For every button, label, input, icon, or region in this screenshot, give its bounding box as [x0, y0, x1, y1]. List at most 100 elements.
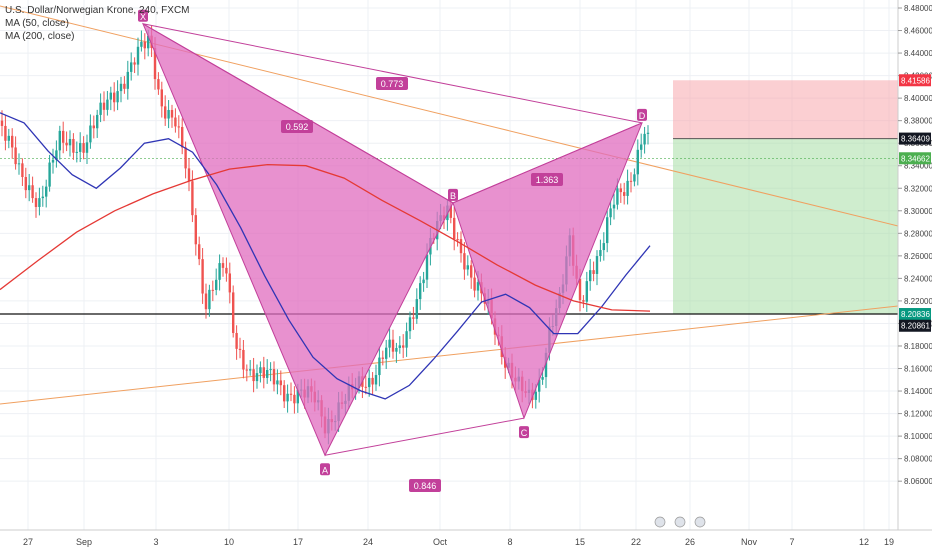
candle-body [147, 35, 150, 49]
candle-body [65, 142, 68, 146]
y-tick-label: 8.18000 [904, 342, 932, 351]
candle-body [164, 106, 167, 119]
pattern-point-badge [138, 9, 148, 22]
x-tick-label: Nov [741, 537, 758, 547]
candle-body [412, 317, 415, 319]
candle-body [228, 273, 231, 293]
price-badge [899, 308, 931, 321]
candle-body [266, 369, 269, 378]
candle-body [34, 198, 38, 207]
candle-body [72, 138, 75, 153]
target-zone [673, 138, 898, 315]
candle-body [405, 331, 408, 348]
candle-body [453, 217, 456, 240]
price-badge [899, 319, 931, 332]
candle-body [374, 375, 378, 385]
pattern-leg [452, 122, 643, 204]
candle-body [592, 270, 595, 274]
candle-body [201, 259, 204, 294]
candle-body [157, 79, 160, 90]
candle-body [45, 186, 48, 197]
ratio-label: 0.773 [381, 79, 404, 89]
symbol-title: U.S. Dollar/Norwegian Krone, 240, FXCM [5, 5, 190, 16]
price-badge-label: 8.41586 [901, 76, 930, 85]
candle-body [640, 144, 643, 150]
candle-body [619, 188, 622, 193]
candle-body [612, 204, 616, 209]
candle-body [364, 386, 367, 388]
candle-body [242, 349, 245, 370]
candle-body [629, 180, 633, 182]
candle-body [133, 62, 136, 65]
x-tick-label: 10 [224, 537, 234, 547]
y-tick-label: 8.06000 [904, 477, 932, 486]
candle-body [476, 282, 480, 291]
y-tick-label: 8.30000 [904, 207, 932, 216]
candle-body [62, 130, 65, 143]
candle-body [167, 109, 170, 119]
candle-body [633, 174, 636, 182]
candle-body [38, 198, 41, 207]
trend-line-upper [0, 5, 899, 227]
candle-body [225, 267, 228, 274]
pattern-point-label: D [639, 111, 646, 121]
price-axis-bg [898, 0, 932, 550]
x-tick-label: 17 [293, 537, 303, 547]
candle-body [279, 380, 282, 386]
x-tick-label: 8 [507, 537, 512, 547]
pattern-point-badge [519, 426, 529, 439]
legend: U.S. Dollar/Norwegian Krone, 240, FXCM M… [5, 4, 190, 43]
price-badge [899, 132, 931, 145]
candle-body [194, 215, 197, 245]
price-badge [899, 74, 931, 87]
candle-body [140, 41, 143, 47]
y-tick-label: 8.12000 [904, 410, 932, 419]
pattern-leg [324, 417, 525, 456]
candle-body [606, 217, 609, 244]
candle-body [109, 92, 112, 100]
candle-body [89, 125, 92, 143]
price-badge [899, 152, 931, 165]
y-tick-label: 8.22000 [904, 297, 932, 306]
y-tick-label: 8.32000 [904, 184, 932, 193]
y-tick-label: 8.24000 [904, 274, 932, 283]
ratio-badge [409, 479, 441, 492]
y-tick-label: 8.14000 [904, 387, 932, 396]
y-tick-label: 8.46000 [904, 27, 932, 36]
candle-body [262, 367, 265, 378]
pattern-point-label: A [322, 465, 328, 475]
candle-body [616, 188, 619, 205]
candle-body [585, 281, 588, 302]
pattern-point-badge [448, 188, 458, 201]
x-tick-label: 27 [23, 537, 33, 547]
candle-body [422, 279, 425, 284]
candle-body [143, 41, 146, 49]
x-tick-label: Sep [76, 537, 92, 547]
candle-body [245, 369, 248, 371]
candle-body [215, 279, 218, 290]
ma-50-line [0, 112, 651, 400]
candle-body [28, 185, 31, 191]
candle-body [235, 332, 238, 349]
candle-body [296, 389, 299, 404]
candle-body [643, 133, 646, 145]
candle-body [599, 250, 602, 257]
x-tick-label: 19 [884, 537, 894, 547]
candle-body [646, 132, 650, 134]
event-marker-icon [654, 516, 666, 528]
candle-body [218, 263, 221, 280]
candle-body [221, 263, 225, 268]
candle-body [269, 369, 272, 371]
price-badge-label: 8.20861 [901, 322, 930, 331]
candle-body [595, 256, 599, 274]
candle-body [17, 163, 21, 165]
candle-body [609, 208, 612, 218]
candle-body [378, 357, 381, 376]
candle-body [116, 91, 119, 103]
candle-body [534, 391, 537, 400]
candle-body [408, 317, 412, 332]
event-marker-icon [674, 516, 686, 528]
candle-body [48, 162, 51, 187]
